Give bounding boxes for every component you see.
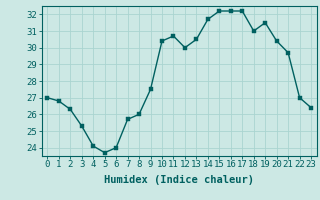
X-axis label: Humidex (Indice chaleur): Humidex (Indice chaleur) — [104, 175, 254, 185]
